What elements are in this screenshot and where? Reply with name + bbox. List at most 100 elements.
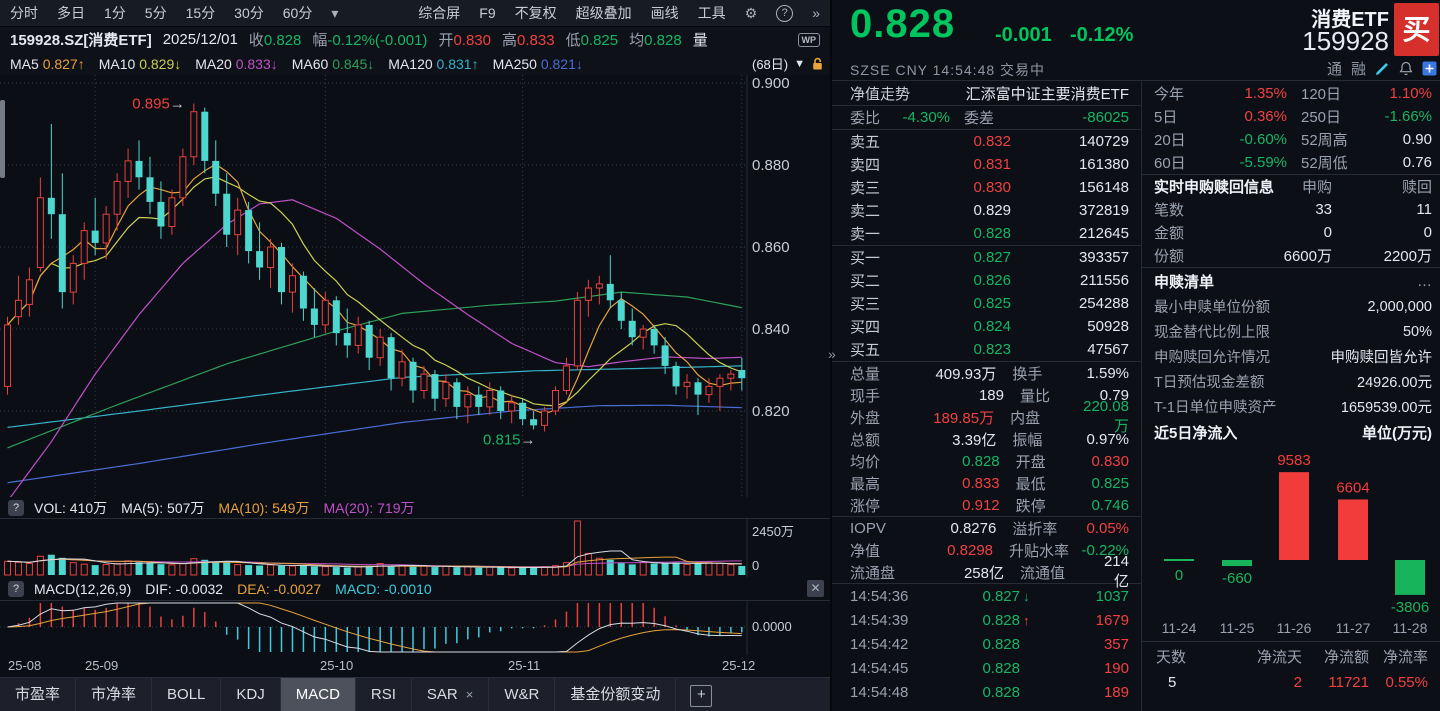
buy-button[interactable]: 买 [1394,3,1439,56]
macd-close-icon[interactable]: ✕ [807,580,824,597]
candle-down [497,390,505,411]
alert-bell-icon[interactable] [1399,61,1413,76]
basket-row: 现金替代比例上限 50% [1142,319,1440,344]
basket-more-icon[interactable]: … [1417,272,1432,290]
order-price: 0.830 [973,179,1011,196]
toolbar-tool-1[interactable]: F9 [479,5,496,21]
buy-row: 买四 0.824 50928 [832,315,1141,338]
toolbar-tool-3[interactable]: 超级叠加 [575,5,632,21]
add-to-watchlist-icon[interactable] [1422,61,1437,76]
help-icon[interactable]: ? [776,4,794,22]
macd-help-icon[interactable]: ? [8,580,24,597]
wp-icon[interactable]: WP [797,32,820,47]
ma-label: MA60 [291,55,333,72]
toolbar-period-0[interactable]: 分时 [10,5,38,21]
tab-市净率[interactable]: 市净率 [76,678,153,711]
period-dropdown-icon[interactable]: ▾ [331,4,339,21]
candlestick-chart[interactable]: 0.900 0.880 0.860 0.840 0.820 0.895→ 0.815→ [0,75,830,497]
toolbar-period-1[interactable]: 多日 [57,5,85,21]
toolbar-tool-2[interactable]: 不复权 [514,5,557,21]
fund-info-column: 今年 1.35% 120日 1.10% 5日 0.36% 250日 -1.66% 20日 -0.6… [1142,82,1440,711]
toolbar-tool-5[interactable]: 工具 [697,5,726,21]
vol-bar-up [354,566,362,576]
tab-macd[interactable]: MACD [280,678,356,711]
tab-kdj[interactable]: KDJ [221,678,281,711]
perf-value: -0.60% [1239,131,1287,148]
add-indicator-button[interactable]: + [690,685,713,707]
left-scroll-handle[interactable] [0,100,5,178]
period-caret-icon[interactable]: ▼ [794,57,805,70]
tick-row: 14:54:45 0.828 190 [832,656,1141,680]
flow-footer-values: 5 2 11721 0.55% [1142,669,1440,695]
toolbar-period-2[interactable]: 1分 [104,5,126,21]
candle-up [179,156,187,199]
tab-基金份额变动[interactable]: 基金份额变动 [555,678,677,711]
stat-label: 涨停 [850,497,881,515]
toolbar-period-3[interactable]: 5分 [144,5,167,21]
info-value: 0.828 [263,32,302,49]
vol-bar-up [80,563,88,576]
divider [832,516,1141,517]
stat-label: 最低 [1015,475,1046,493]
tab-市盈率[interactable]: 市盈率 [0,678,77,711]
vol-bar-up [486,566,494,576]
basket-row: 最小申赎单位份额 2,000,000 [1142,294,1440,319]
edit-icon[interactable] [1375,61,1390,76]
collapse-panel-icon[interactable]: » [828,346,836,362]
tab-w-r[interactable]: W&R [489,678,556,711]
tab-sar[interactable]: SAR × [412,678,490,711]
ma-value: 0.827↑ [42,55,85,72]
date-axis-label: 25-12 [722,658,756,673]
candle-down [475,394,483,407]
tick-time: 14:54:36 [850,587,909,605]
gear-icon[interactable]: ⚙ [744,4,758,21]
flow-header: 近5日净流入 单位(万元) [1142,419,1440,445]
perf-value: 1.35% [1244,85,1287,102]
vol-bar-down [256,565,264,575]
vol-help-icon[interactable]: ? [8,499,24,516]
candle-up [376,336,384,359]
vol-bar-down [497,567,505,575]
tab-rsi[interactable]: RSI [356,678,412,711]
tab-boll[interactable]: BOLL [152,678,222,711]
sell-row: 卖四 0.831 161380 [832,153,1141,176]
info-pair-5: 均0.828 [629,29,682,50]
lock-icon[interactable] [811,57,824,71]
order-volume: 156148 [1078,179,1129,196]
toolbar-period-6[interactable]: 60分 [282,5,313,21]
toolbar-period-4[interactable]: 15分 [185,5,216,21]
vol-bar-up [683,563,691,576]
perf-value: 0.90 [1402,131,1432,148]
info-pair-3: 高0.833 [502,29,555,50]
vol-bar-down [245,565,253,575]
candle-up [486,390,494,408]
info-value: 0.830 [453,32,491,49]
toolbar-tool-0[interactable]: 综合屏 [418,5,461,21]
tab-close-icon[interactable]: × [465,687,474,702]
tick-row: 14:54:48 0.828 189 [832,680,1141,704]
ma-label: MA5 [10,55,43,72]
quote-header: 0.828 -0.001 -0.12% 消费ETF 159928 买 SZSE … [832,0,1440,80]
candle-down [628,320,636,338]
vol-bar-up [464,566,472,576]
flow-date-label: 11-24 [1162,620,1197,636]
basket-value: 1659539.00元 [1340,400,1432,416]
basket-label: 现金替代比例上限 [1154,325,1270,341]
macd-label-row: ? MACD(12,26,9) DIF: -0.0032 DEA: -0.0027 MA… [0,577,830,600]
tick-volume: 1679 [1095,611,1129,629]
badge-through: 通 [1326,61,1342,78]
vol-bar-up [36,555,44,576]
ma-label: MA10 [98,55,140,72]
volume-chart[interactable]: 2450万 0 [0,518,830,577]
candle-up [562,365,570,391]
period-selector[interactable]: (68日) [751,57,789,72]
vol-bar-up [398,564,406,576]
perf-row: 5日 0.36% 250日 -1.66% [1142,105,1440,128]
toolbar-period-5[interactable]: 30分 [234,5,264,21]
toolbar-tool-4[interactable]: 画线 [650,5,679,21]
stat-row: 现手 189 量比 0.79 [832,384,1141,406]
candle-down [135,160,143,178]
more-icon[interactable]: » [812,5,820,21]
vol-bar-down [310,566,318,575]
macd-chart[interactable]: 0.0000 [0,600,830,655]
